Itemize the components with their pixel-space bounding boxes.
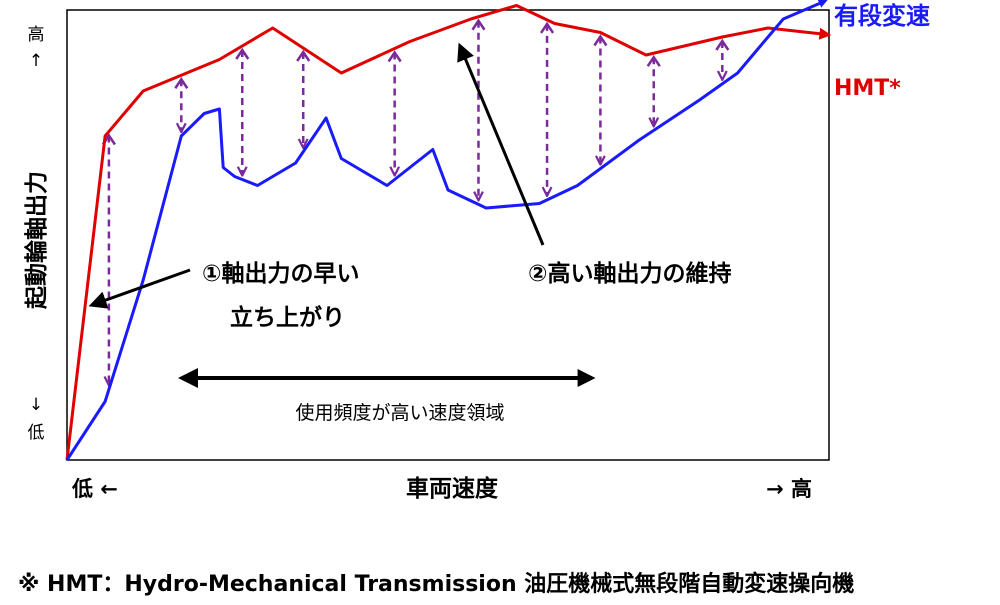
gap-arrow-head-top — [540, 21, 555, 34]
y-low-label: 低 — [28, 423, 45, 443]
y-down-arrow-glyph: ↓ — [29, 395, 43, 415]
gap-arrow-head-top — [235, 47, 250, 60]
annotation-sustain-arrow — [457, 42, 545, 246]
gap-arrow-head-top — [715, 38, 730, 51]
footnote: ※ HMT：Hydro-Mechanical Transmission 油圧機械… — [18, 572, 855, 597]
gap-arrow-head-top — [471, 18, 486, 31]
x-high-label: → 高 — [766, 477, 812, 501]
gap-arrow-head-top — [646, 54, 661, 67]
annotation-rapid-line1: ①軸出力の早い — [202, 261, 359, 287]
plot-frame — [66, 9, 830, 461]
x-axis-label: 車両速度 — [406, 475, 499, 502]
y-high-label: 高 — [28, 25, 45, 45]
gap-arrow-head-top — [387, 50, 402, 63]
y-up-arrow-glyph: ↑ — [29, 51, 43, 71]
range-arrow-left-head — [178, 368, 198, 388]
annotation-rapid-arrow — [88, 268, 191, 309]
x-low-label: 低 ← — [71, 477, 118, 501]
gap-arrows — [101, 18, 730, 386]
series-label-hmt: HMT* — [834, 76, 901, 101]
gap-arrow-head-top — [174, 76, 189, 89]
series-label-stepped: 有段変速 — [834, 2, 930, 30]
series-line-hmt — [65, 4, 832, 461]
annotation-sustain-text: ②高い軸出力の維持 — [528, 260, 731, 287]
range-text: 使用頻度が高い速度領域 — [295, 402, 504, 424]
gap-arrow-head-top — [593, 34, 608, 47]
annotation-rapid-line2: 立ち上がり — [230, 304, 345, 331]
series-line-stepped — [65, 0, 828, 461]
y-axis-label: 起動輪軸出力 — [23, 171, 50, 309]
gap-arrow-head-top — [296, 49, 311, 62]
